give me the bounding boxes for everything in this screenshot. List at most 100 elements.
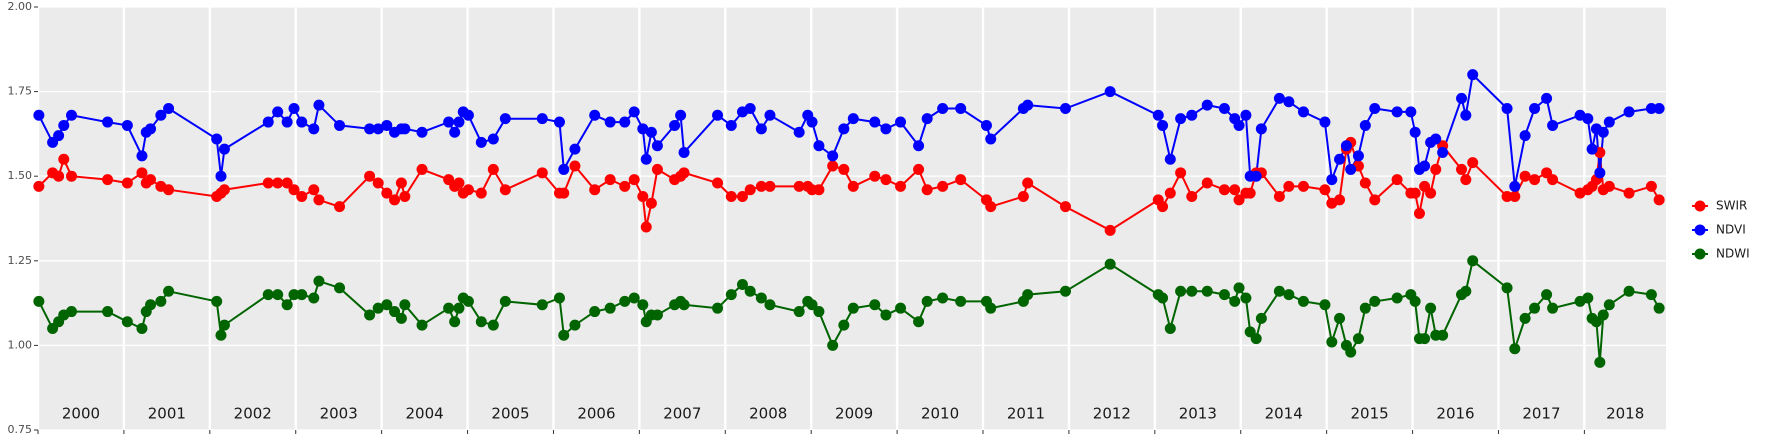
point	[1519, 130, 1531, 142]
year-label: 2005	[491, 405, 529, 423]
point	[604, 174, 616, 186]
point	[1456, 92, 1468, 104]
point	[880, 174, 892, 186]
point	[744, 285, 756, 297]
point	[1413, 207, 1425, 219]
point	[628, 174, 640, 186]
year-label: 2004	[406, 405, 444, 423]
point	[1233, 194, 1245, 206]
point	[1152, 109, 1164, 121]
point	[308, 123, 320, 135]
point	[619, 116, 631, 128]
point	[1590, 316, 1602, 328]
legend-key	[1694, 224, 1706, 236]
point	[1157, 201, 1169, 213]
point	[281, 177, 293, 189]
point	[381, 187, 393, 199]
point	[806, 299, 818, 311]
point	[869, 299, 881, 311]
point	[847, 180, 859, 192]
point	[1501, 191, 1513, 203]
point	[793, 306, 805, 318]
point	[66, 109, 78, 121]
y-tick-label: 1.50	[8, 169, 33, 182]
point	[313, 194, 325, 206]
point	[215, 170, 227, 182]
year-label: 2001	[148, 405, 186, 423]
point	[869, 170, 881, 182]
point	[1369, 194, 1381, 206]
point	[619, 180, 631, 192]
point	[1319, 299, 1331, 311]
y-tick-label: 0.75	[8, 423, 33, 436]
point	[827, 339, 839, 351]
point	[569, 319, 581, 331]
point	[827, 160, 839, 172]
point	[381, 119, 393, 131]
point	[1201, 285, 1213, 297]
point	[651, 163, 663, 175]
point	[1467, 157, 1479, 169]
point	[66, 170, 78, 182]
point	[1391, 292, 1403, 304]
point	[281, 116, 293, 128]
grid	[36, 6, 1666, 431]
point	[651, 140, 663, 152]
point	[1297, 180, 1309, 192]
point	[536, 113, 548, 125]
point	[163, 285, 175, 297]
series-line	[38, 72, 1660, 187]
point	[262, 116, 274, 128]
point	[955, 295, 967, 307]
point	[913, 140, 925, 152]
point	[589, 184, 601, 196]
point	[313, 99, 325, 111]
point	[1157, 119, 1169, 131]
year-label: 2002	[234, 405, 272, 423]
point	[712, 109, 724, 121]
point	[281, 299, 293, 311]
year-label: 2008	[749, 405, 787, 423]
legend-label: NDWI	[1716, 247, 1750, 261]
point	[536, 299, 548, 311]
point	[1201, 99, 1213, 111]
point	[1437, 329, 1449, 341]
point	[288, 103, 300, 115]
point	[755, 292, 767, 304]
point	[725, 191, 737, 203]
point	[136, 167, 148, 179]
point	[1645, 103, 1657, 115]
point	[1541, 92, 1553, 104]
point	[1419, 333, 1431, 345]
point	[1255, 312, 1267, 324]
point	[985, 302, 997, 314]
point	[1501, 282, 1513, 294]
point	[827, 150, 839, 162]
point	[499, 113, 511, 125]
point	[1352, 150, 1364, 162]
point	[121, 119, 133, 131]
point	[558, 187, 570, 199]
point	[364, 309, 376, 321]
point	[102, 174, 114, 186]
point	[1391, 106, 1403, 118]
point	[1244, 187, 1256, 199]
point	[806, 116, 818, 128]
point	[364, 170, 376, 182]
point	[895, 302, 907, 314]
point	[163, 184, 175, 196]
point	[296, 191, 308, 203]
point	[296, 116, 308, 128]
point	[1164, 153, 1176, 165]
point	[334, 119, 346, 131]
point	[1541, 289, 1553, 301]
point	[913, 316, 925, 328]
point	[1529, 174, 1541, 186]
point	[838, 123, 850, 135]
point	[1501, 103, 1513, 115]
year-label: 2017	[1522, 405, 1560, 423]
point	[1218, 103, 1230, 115]
point	[1297, 295, 1309, 307]
point	[1653, 302, 1665, 314]
